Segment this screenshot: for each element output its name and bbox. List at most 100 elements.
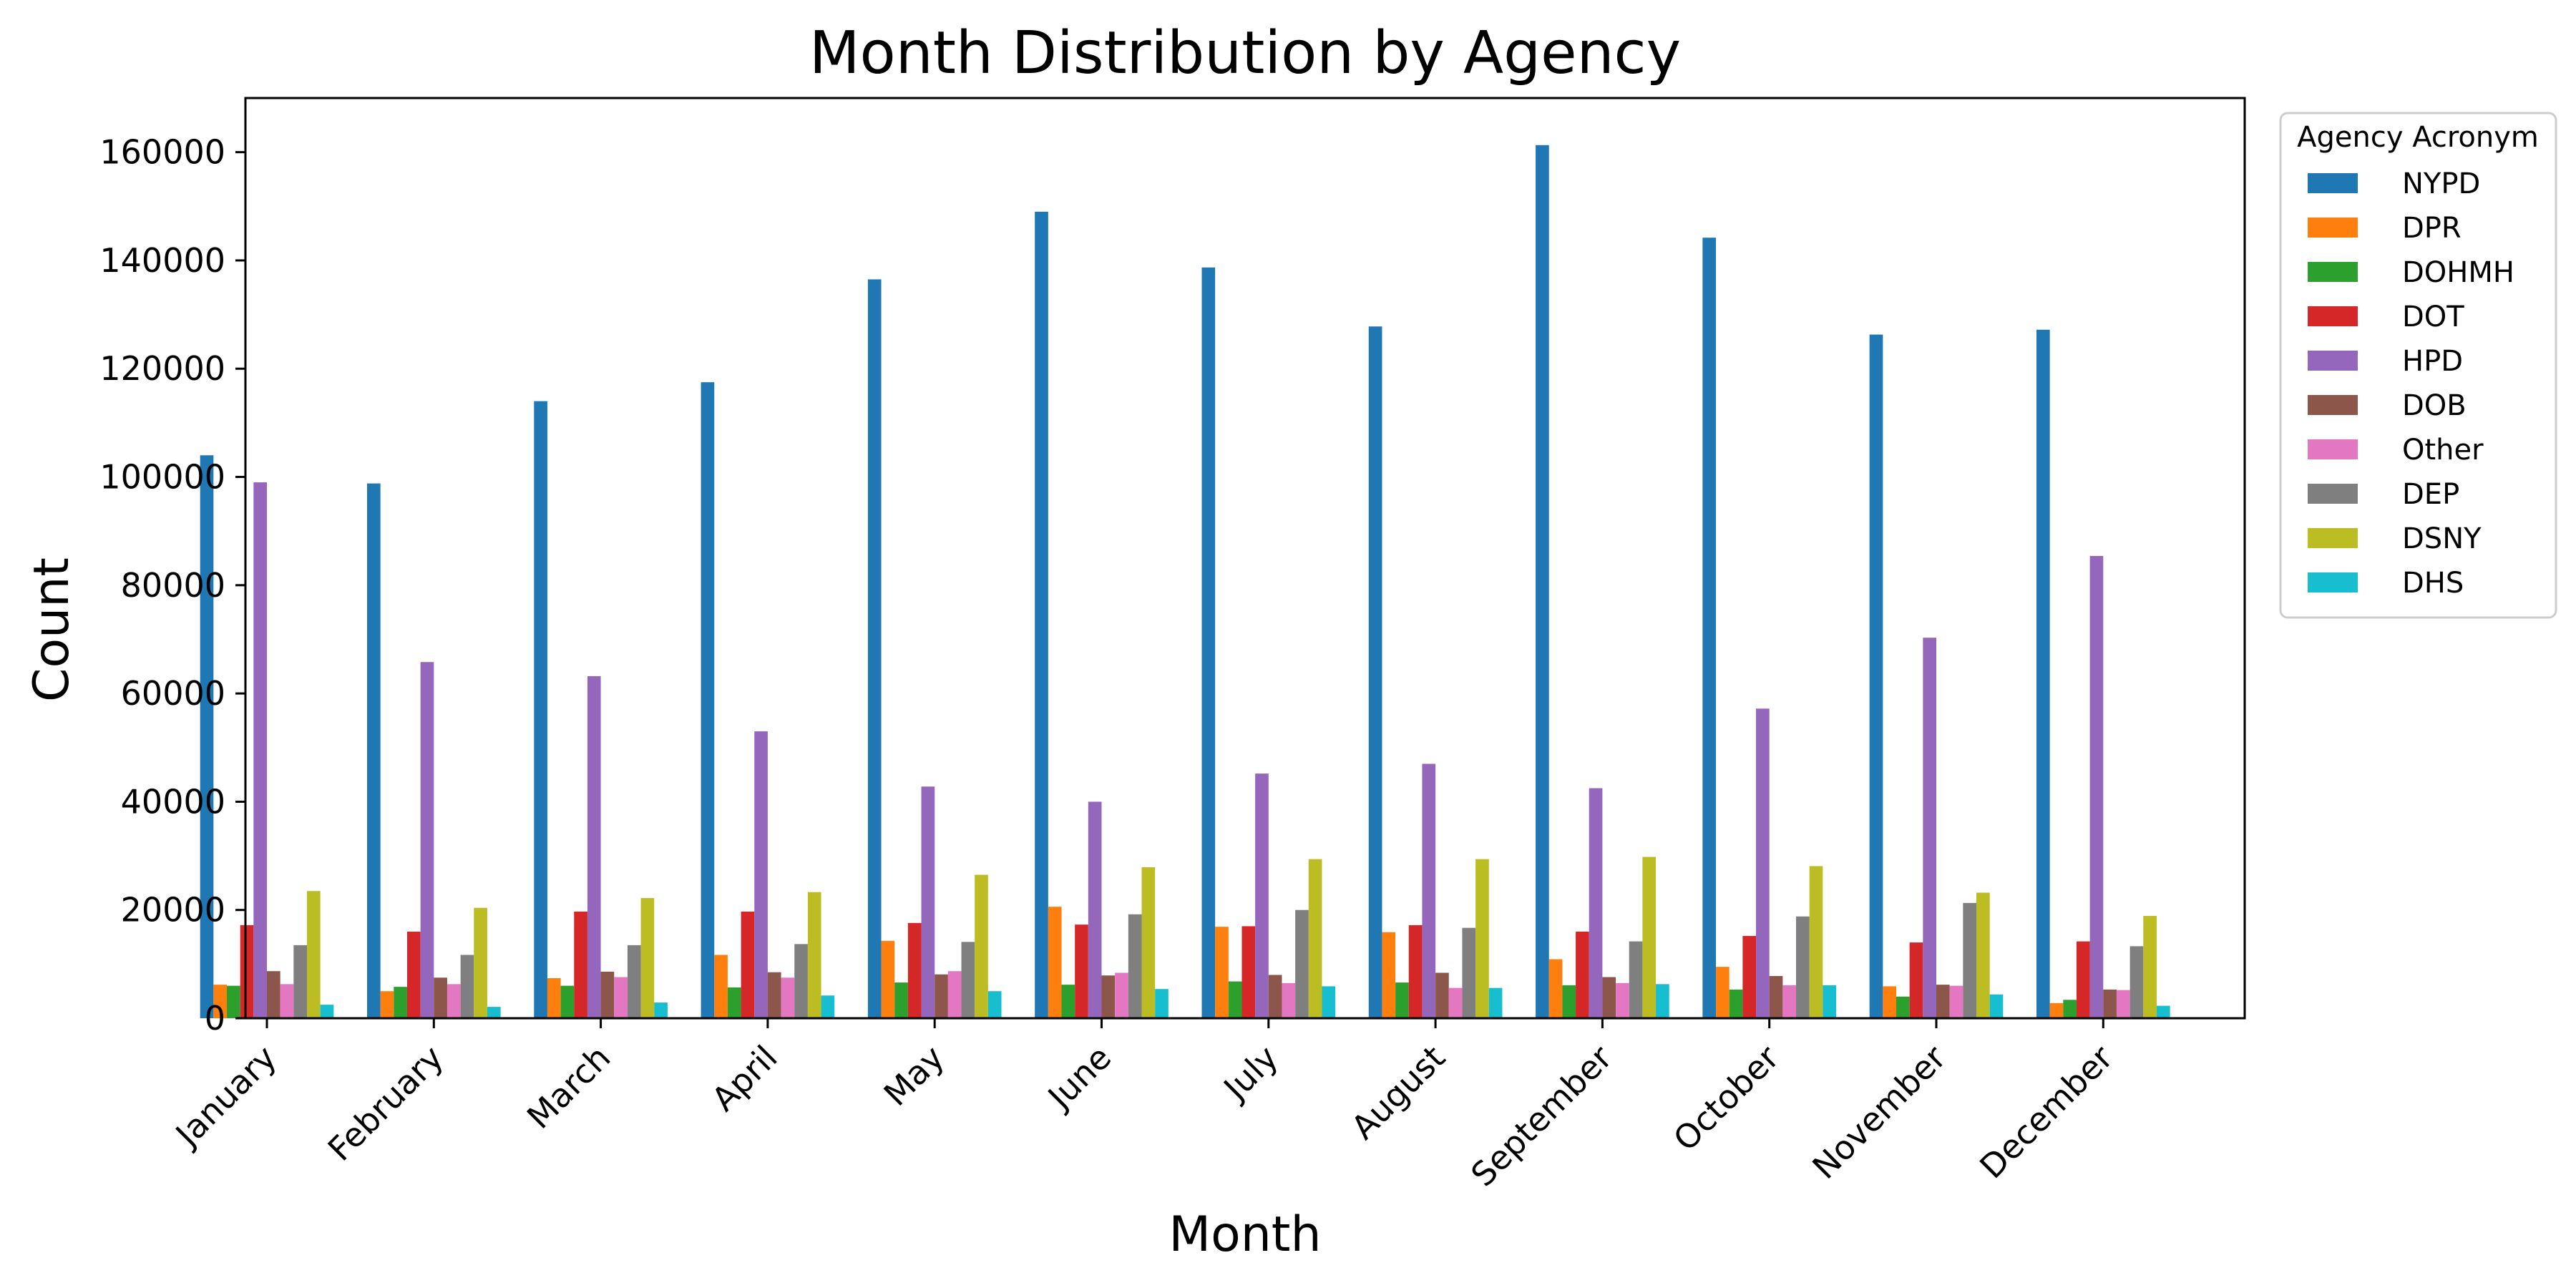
bar-other-january — [280, 984, 294, 1018]
y-tick-label: 60000 — [121, 674, 225, 713]
x-axis-label: Month — [1169, 1206, 1321, 1263]
bar-dhs-december — [2156, 1005, 2170, 1018]
bar-dep-july — [1295, 909, 1309, 1018]
legend-label-hpd: HPD — [2402, 345, 2463, 378]
bar-dsny-january — [306, 891, 321, 1018]
bar-dob-march — [600, 971, 615, 1018]
bar-dot-december — [2076, 941, 2090, 1018]
bar-dep-january — [293, 945, 307, 1018]
bar-dohmh-june — [1061, 985, 1075, 1018]
bar-dsny-april — [807, 892, 821, 1018]
bar-dhs-june — [1155, 989, 1169, 1018]
bar-dot-july — [1241, 926, 1256, 1018]
legend-label-dob: DOB — [2402, 389, 2467, 422]
bar-dep-march — [627, 945, 641, 1018]
bar-dsny-february — [474, 907, 487, 1018]
legend-label-dpr: DPR — [2402, 212, 2462, 245]
bar-dob-february — [434, 977, 447, 1018]
bar-dpr-april — [714, 955, 728, 1018]
x-tick-label: October — [1666, 1038, 1786, 1158]
x-tick-label: March — [519, 1038, 618, 1136]
bar-nypd-june — [1035, 211, 1048, 1018]
bar-dep-december — [2129, 946, 2144, 1018]
bar-dob-june — [1101, 975, 1116, 1018]
bar-dot-november — [1909, 942, 1923, 1018]
bar-hpd-september — [1589, 788, 1603, 1018]
legend-label-dsny: DSNY — [2402, 522, 2482, 555]
x-tick-label: December — [1972, 1038, 2120, 1186]
legend-swatch-dep — [2308, 484, 2358, 504]
bar-dhs-january — [320, 1005, 334, 1018]
legend-swatch-dob — [2308, 395, 2358, 415]
bar-dhs-february — [487, 1007, 501, 1018]
bar-hpd-may — [921, 786, 935, 1018]
bar-dot-january — [240, 924, 254, 1018]
bar-dep-april — [794, 944, 808, 1018]
bar-nypd-november — [1869, 334, 1883, 1019]
legend-label-dhs: DHS — [2402, 567, 2464, 600]
bar-dohmh-march — [560, 985, 575, 1018]
bar-other-october — [1782, 985, 1797, 1018]
bar-dhs-april — [821, 995, 835, 1018]
bar-nypd-may — [867, 279, 882, 1018]
y-tick-label: 80000 — [121, 566, 225, 605]
bar-dob-may — [935, 974, 948, 1018]
legend-swatch-dsny — [2308, 528, 2358, 548]
legend-swatch-dhs — [2308, 572, 2358, 592]
bar-dhs-march — [654, 1002, 668, 1018]
bar-dhs-october — [1823, 985, 1837, 1018]
bar-other-june — [1115, 972, 1128, 1018]
bar-nypd-february — [366, 483, 381, 1018]
y-tick-label: 40000 — [121, 782, 225, 821]
legend-swatch-other — [2308, 439, 2358, 459]
bar-dohmh-november — [1896, 996, 1910, 1018]
bar-hpd-february — [420, 662, 434, 1018]
bar-dob-july — [1268, 975, 1282, 1018]
bar-hpd-october — [1756, 708, 1770, 1018]
bar-hpd-january — [253, 482, 267, 1018]
legend-label-dep: DEP — [2402, 478, 2459, 511]
bars-group — [200, 145, 2170, 1019]
bar-other-august — [1448, 987, 1463, 1018]
bar-other-march — [614, 977, 628, 1018]
bar-dpr-december — [2049, 1002, 2064, 1018]
bar-dsny-september — [1642, 857, 1657, 1018]
bar-dsny-november — [1976, 892, 1990, 1018]
y-tick-label: 100000 — [99, 458, 225, 497]
legend-items: NYPD DPR DOHMH DOT HPD DOB Other DEP DSNY DHS — [2308, 167, 2514, 600]
bar-nypd-april — [701, 382, 715, 1018]
bar-dsny-may — [975, 874, 988, 1018]
bar-dohmh-september — [1562, 985, 1576, 1018]
bar-dot-march — [574, 911, 587, 1018]
bar-dpr-august — [1382, 932, 1396, 1018]
bar-nypd-september — [1536, 145, 1549, 1018]
bar-dpr-july — [1215, 927, 1229, 1018]
bar-dsny-march — [640, 898, 655, 1018]
bar-dpr-march — [547, 978, 561, 1018]
bar-other-november — [1949, 985, 1963, 1018]
bar-nypd-january — [200, 455, 214, 1018]
bar-dot-june — [1075, 924, 1088, 1018]
bar-dob-november — [1936, 985, 1950, 1018]
y-tick-label: 160000 — [99, 133, 225, 172]
bar-dep-october — [1796, 916, 1810, 1018]
bar-dob-august — [1435, 972, 1449, 1018]
bar-dhs-november — [1989, 994, 2004, 1018]
bar-nypd-july — [1201, 267, 1216, 1018]
legend-label-nypd: NYPD — [2402, 167, 2480, 200]
x-tick-label: January — [167, 1038, 284, 1156]
bar-hpd-august — [1422, 763, 1436, 1018]
bar-other-july — [1282, 982, 1296, 1018]
bar-dpr-may — [881, 940, 895, 1018]
bar-dep-november — [1963, 902, 1976, 1018]
bar-dsny-october — [1809, 866, 1823, 1018]
bar-dpr-september — [1548, 959, 1563, 1018]
legend-label-dohmh: DOHMH — [2402, 256, 2514, 289]
bar-dsny-august — [1475, 859, 1489, 1018]
y-axis-ticks: 0 20000 40000 60000 80000 100000 120000 140000 1… — [99, 133, 245, 1038]
x-tick-label: April — [704, 1038, 785, 1119]
bar-dsny-june — [1141, 867, 1156, 1018]
bar-dpr-june — [1048, 907, 1062, 1018]
bar-other-april — [781, 977, 795, 1018]
